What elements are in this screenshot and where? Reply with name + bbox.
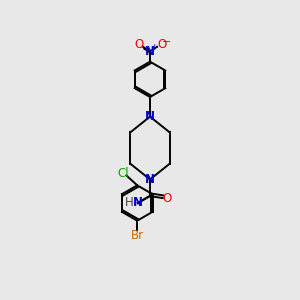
Text: N: N — [145, 110, 155, 123]
Text: O: O — [163, 192, 172, 205]
Text: N: N — [145, 45, 155, 58]
Text: +: + — [150, 43, 157, 52]
Text: Cl: Cl — [117, 167, 129, 180]
Text: N: N — [145, 173, 155, 186]
Text: Br: Br — [131, 229, 144, 242]
Text: −: − — [162, 37, 172, 46]
Text: N: N — [133, 196, 143, 209]
Text: O: O — [157, 38, 167, 51]
Text: H: H — [125, 196, 134, 209]
Text: O: O — [134, 38, 143, 51]
